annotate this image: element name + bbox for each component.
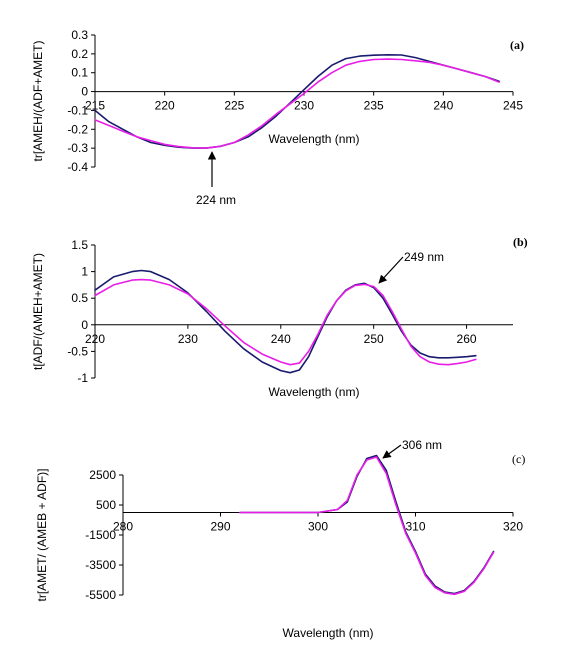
x-axis-title: Wavelength (nm): [269, 132, 360, 146]
x-tick-label: 320: [503, 520, 523, 534]
chart-panel-3: -5500 -3500 -1500 500 2500 280 290 300 310 320 Wav…: [35, 438, 525, 640]
chart-panel-1: -0.4 -0.3 -0.2 -0.1 0 0.1 0.2 0.3 215 220 225 230 23…: [31, 28, 524, 207]
x-tick-label: 230: [294, 99, 314, 113]
x-tick-label: 240: [271, 332, 291, 346]
x-tick-label: 290: [210, 520, 230, 534]
x-tick-label: 225: [224, 99, 244, 113]
x-tick-label: 215: [85, 99, 105, 113]
y-tick-label: -1500: [85, 528, 116, 542]
panel-label: (a): [510, 38, 524, 52]
x-tick-label: 245: [503, 99, 523, 113]
y-axis-title: t[ADF/(AMEH+AMET): [31, 253, 45, 370]
y-tick-label: 500: [96, 498, 116, 512]
panel-label: (c): [512, 452, 525, 466]
panel-label: (b): [513, 235, 528, 249]
series-line-2: [239, 456, 495, 596]
x-tick-label: 235: [364, 99, 384, 113]
y-axis-title: tr[AMET/ (AMEB + ADF)]: [35, 468, 49, 601]
x-tick-label: 240: [433, 99, 453, 113]
y-tick-label: 0.2: [71, 47, 88, 61]
series-line-1: [94, 269, 477, 374]
y-tick-label: -0.1: [67, 103, 88, 117]
y-tick-label: -1: [77, 371, 88, 385]
x-tick-label: 300: [308, 520, 328, 534]
x-tick-label: 250: [364, 332, 384, 346]
series-line-2: [94, 278, 477, 366]
annotation-label: 249 nm: [404, 250, 444, 264]
y-tick-label: -3500: [85, 558, 116, 572]
y-tick-label: -0.3: [67, 141, 88, 155]
y-tick-label: -0.2: [67, 122, 88, 136]
series-line-1: [239, 454, 495, 595]
y-tick-label: -0.4: [67, 160, 88, 174]
annotation-arrow: [382, 444, 402, 459]
y-axis-title: tr[AMEH/(ADF+AMET): [31, 40, 45, 161]
chart-panel-2: -1 -0.5 0 0.5 1 1.5 220 230 240 250 260 Wavelength …: [31, 235, 528, 399]
y-tick-label: -5500: [85, 588, 116, 602]
series-line-2: [94, 58, 500, 149]
y-tick-label: 0.1: [71, 66, 88, 80]
y-tick-label: 0.3: [71, 28, 88, 42]
y-tick-label: 2500: [89, 468, 116, 482]
y-tick-label: 0: [81, 85, 88, 99]
x-axis-title: Wavelength (nm): [283, 626, 374, 640]
y-tick-label: 0: [81, 318, 88, 332]
x-tick-label: 220: [85, 332, 105, 346]
y-tick-label: 1: [81, 265, 88, 279]
annotation-label: 224 nm: [196, 193, 236, 207]
x-tick-label: 310: [405, 520, 425, 534]
annotation-label: 306 nm: [402, 438, 442, 452]
y-tick-label: -0.5: [67, 344, 88, 358]
x-tick-label: 260: [457, 332, 477, 346]
x-axis-title: Wavelength (nm): [269, 385, 360, 399]
x-tick-label: 280: [113, 520, 133, 534]
x-tick-label: 220: [155, 99, 175, 113]
x-tick-label: 230: [178, 332, 198, 346]
annotation-arrow: [378, 256, 404, 284]
y-tick-label: 0.5: [71, 291, 88, 305]
y-tick-label: 1.5: [71, 238, 88, 252]
